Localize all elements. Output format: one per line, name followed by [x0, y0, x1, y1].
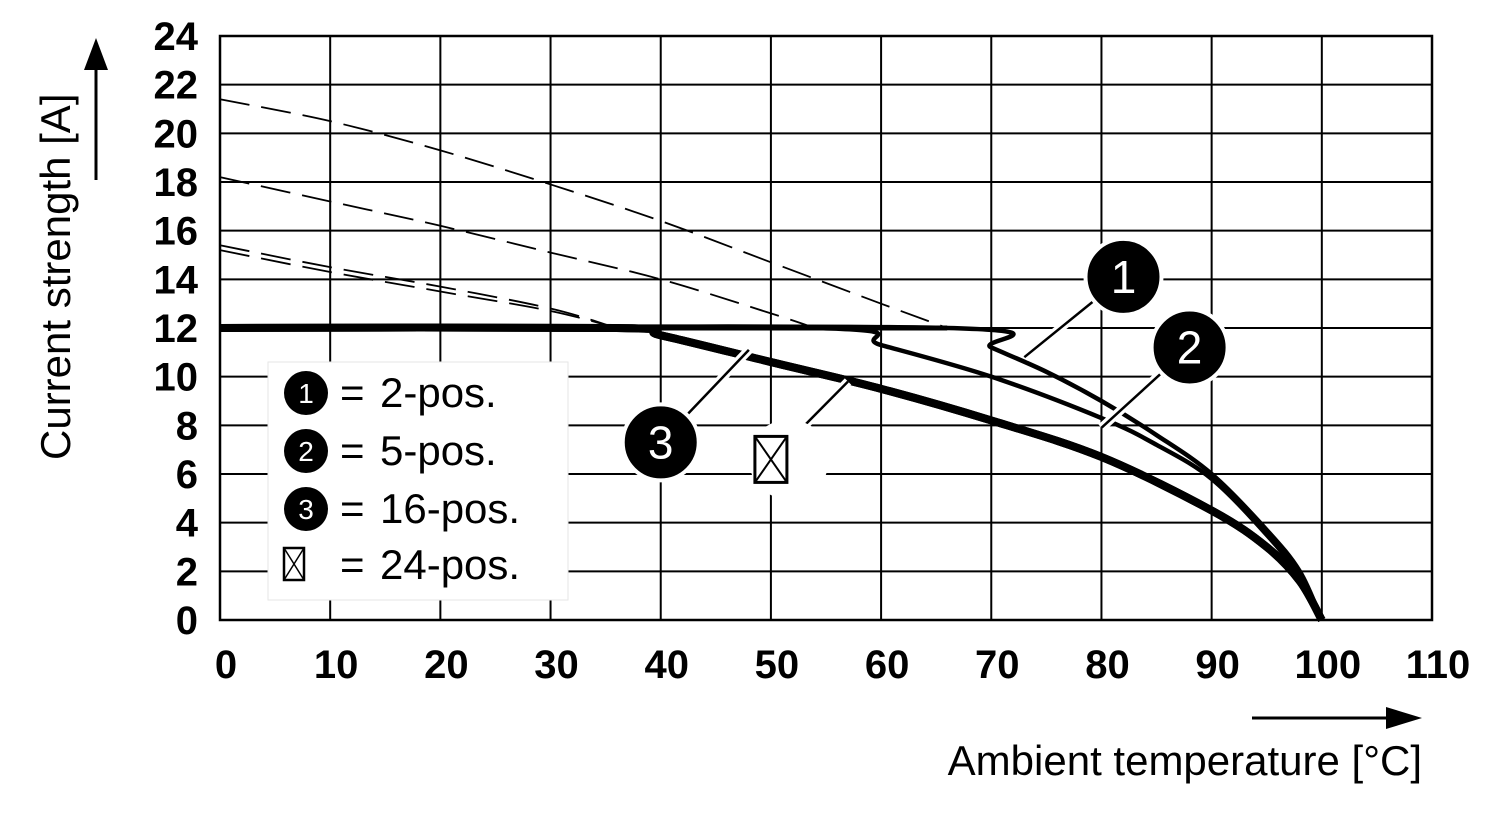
series-2-dashed	[219, 176, 816, 329]
x-tick-label: 70	[975, 643, 1020, 687]
callout-label-1: 1	[1111, 251, 1137, 303]
y-tick-label: 10	[154, 356, 199, 400]
legend-text-2: 5-pos.	[380, 427, 497, 474]
series-box-x-dashed	[219, 249, 617, 329]
callout-label-3: 3	[648, 416, 674, 468]
callout-marker-2	[1149, 307, 1230, 388]
y-tick-label: 6	[176, 453, 198, 497]
y-tick-label: 22	[154, 64, 199, 108]
series-layer	[219, 98, 1326, 622]
callout-box-x-cross	[754, 435, 788, 483]
x-tick-label: 110	[1406, 643, 1471, 687]
y-tick-label: 24	[154, 15, 199, 59]
legend-item-4: = 24-pos.	[282, 541, 520, 588]
x-tick-label: 80	[1085, 643, 1130, 687]
series-1-dashed	[219, 98, 948, 329]
legend-equals-1: =	[340, 369, 365, 416]
y-tick-label: 14	[154, 258, 199, 302]
y-tick-label: 0	[176, 599, 198, 643]
legend-marker-2	[284, 429, 328, 473]
y-axis-label: Current strength [A]	[32, 94, 79, 461]
x-axis-label: Ambient temperature [°C]	[948, 737, 1422, 784]
y-tick-label: 12	[154, 307, 199, 351]
y-tick-label: 16	[154, 210, 199, 254]
legend-marker-1-label: 1	[298, 378, 314, 409]
x-tick-label: 90	[1195, 643, 1240, 687]
x-tick-label: 0	[215, 643, 237, 687]
legend-text-3: 16-pos.	[380, 485, 520, 532]
box-x-icon	[282, 546, 306, 582]
y-axis-arrow-head	[84, 38, 108, 70]
y-tick-label: 2	[176, 550, 198, 594]
series-3-dashed	[219, 244, 617, 329]
callouts: 12 3	[620, 236, 1230, 500]
x-tick-label: 20	[424, 643, 469, 687]
legend-marker-1	[284, 371, 328, 415]
legend-item-3: 3 = 16-pos.	[284, 485, 520, 532]
legend-text-1: 2-pos.	[380, 369, 497, 416]
callout-marker-1	[1083, 236, 1164, 317]
y-tick-label: 8	[176, 404, 198, 448]
x-tick-labels: 0 10 20 30 40 50 60 70 80 90 100 110	[215, 643, 1470, 687]
x-tick-label: 10	[314, 643, 359, 687]
legend-item-1: 1 = 2-pos.	[284, 369, 497, 416]
legend-equals-3: =	[340, 485, 365, 532]
y-tick-label: 20	[154, 112, 199, 156]
x-tick-label: 100	[1294, 643, 1361, 687]
callout-marker-3	[620, 402, 701, 483]
legend-marker-3-label: 3	[298, 494, 314, 525]
legend-marker-3	[284, 487, 328, 531]
legend-marker-2-label: 2	[298, 436, 314, 467]
x-axis-arrow-head	[1386, 707, 1422, 729]
legend-item-2: 2 = 5-pos.	[284, 427, 497, 474]
legend-equals-4: =	[340, 541, 365, 588]
x-tick-label: 30	[534, 643, 579, 687]
y-tick-label: 18	[154, 161, 199, 205]
legend: 1 = 2-pos. 2 = 5-pos. 3 = 16-pos. = 24-p…	[267, 361, 569, 601]
callout-label-2: 2	[1177, 321, 1203, 373]
y-tick-label: 4	[176, 502, 199, 546]
x-tick-label: 40	[644, 643, 689, 687]
x-tick-label: 50	[755, 643, 800, 687]
legend-text-4: 24-pos.	[380, 541, 520, 588]
x-tick-label: 60	[865, 643, 910, 687]
legend-equals-2: =	[340, 427, 365, 474]
